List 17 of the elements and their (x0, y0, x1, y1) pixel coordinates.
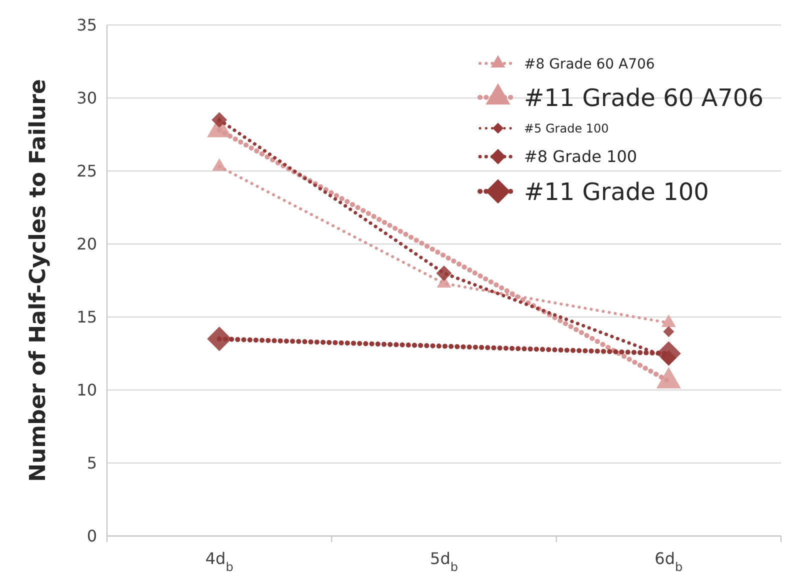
legend-label: #8 Grade 100 (524, 147, 638, 166)
y-tick-label: 20 (76, 234, 97, 254)
y-tick-label: 30 (76, 88, 97, 108)
legend-label: #5 Grade 100 (524, 121, 609, 136)
y-axis-title: Number of Half-Cycles to Failure (26, 79, 51, 482)
y-tick-label: 0 (86, 526, 97, 546)
y-tick-label: 25 (76, 162, 97, 181)
y-tick-label: 15 (76, 308, 97, 327)
y-tick-label: 5 (86, 454, 97, 473)
x-tick-label: 5d$_{b}$ (430, 549, 458, 574)
legend-label: #11 Grade 100 (524, 178, 709, 206)
x-tick-label: 6d$_{b}$ (654, 549, 683, 574)
legend-label: #8 Grade 60 A706 (524, 56, 655, 72)
legend-label: #11 Grade 60 A706 (524, 84, 764, 112)
y-tick-label: 10 (76, 380, 97, 400)
x-tick-label: 4d$_{b}$ (205, 549, 234, 574)
y-tick-label: 35 (76, 16, 97, 35)
